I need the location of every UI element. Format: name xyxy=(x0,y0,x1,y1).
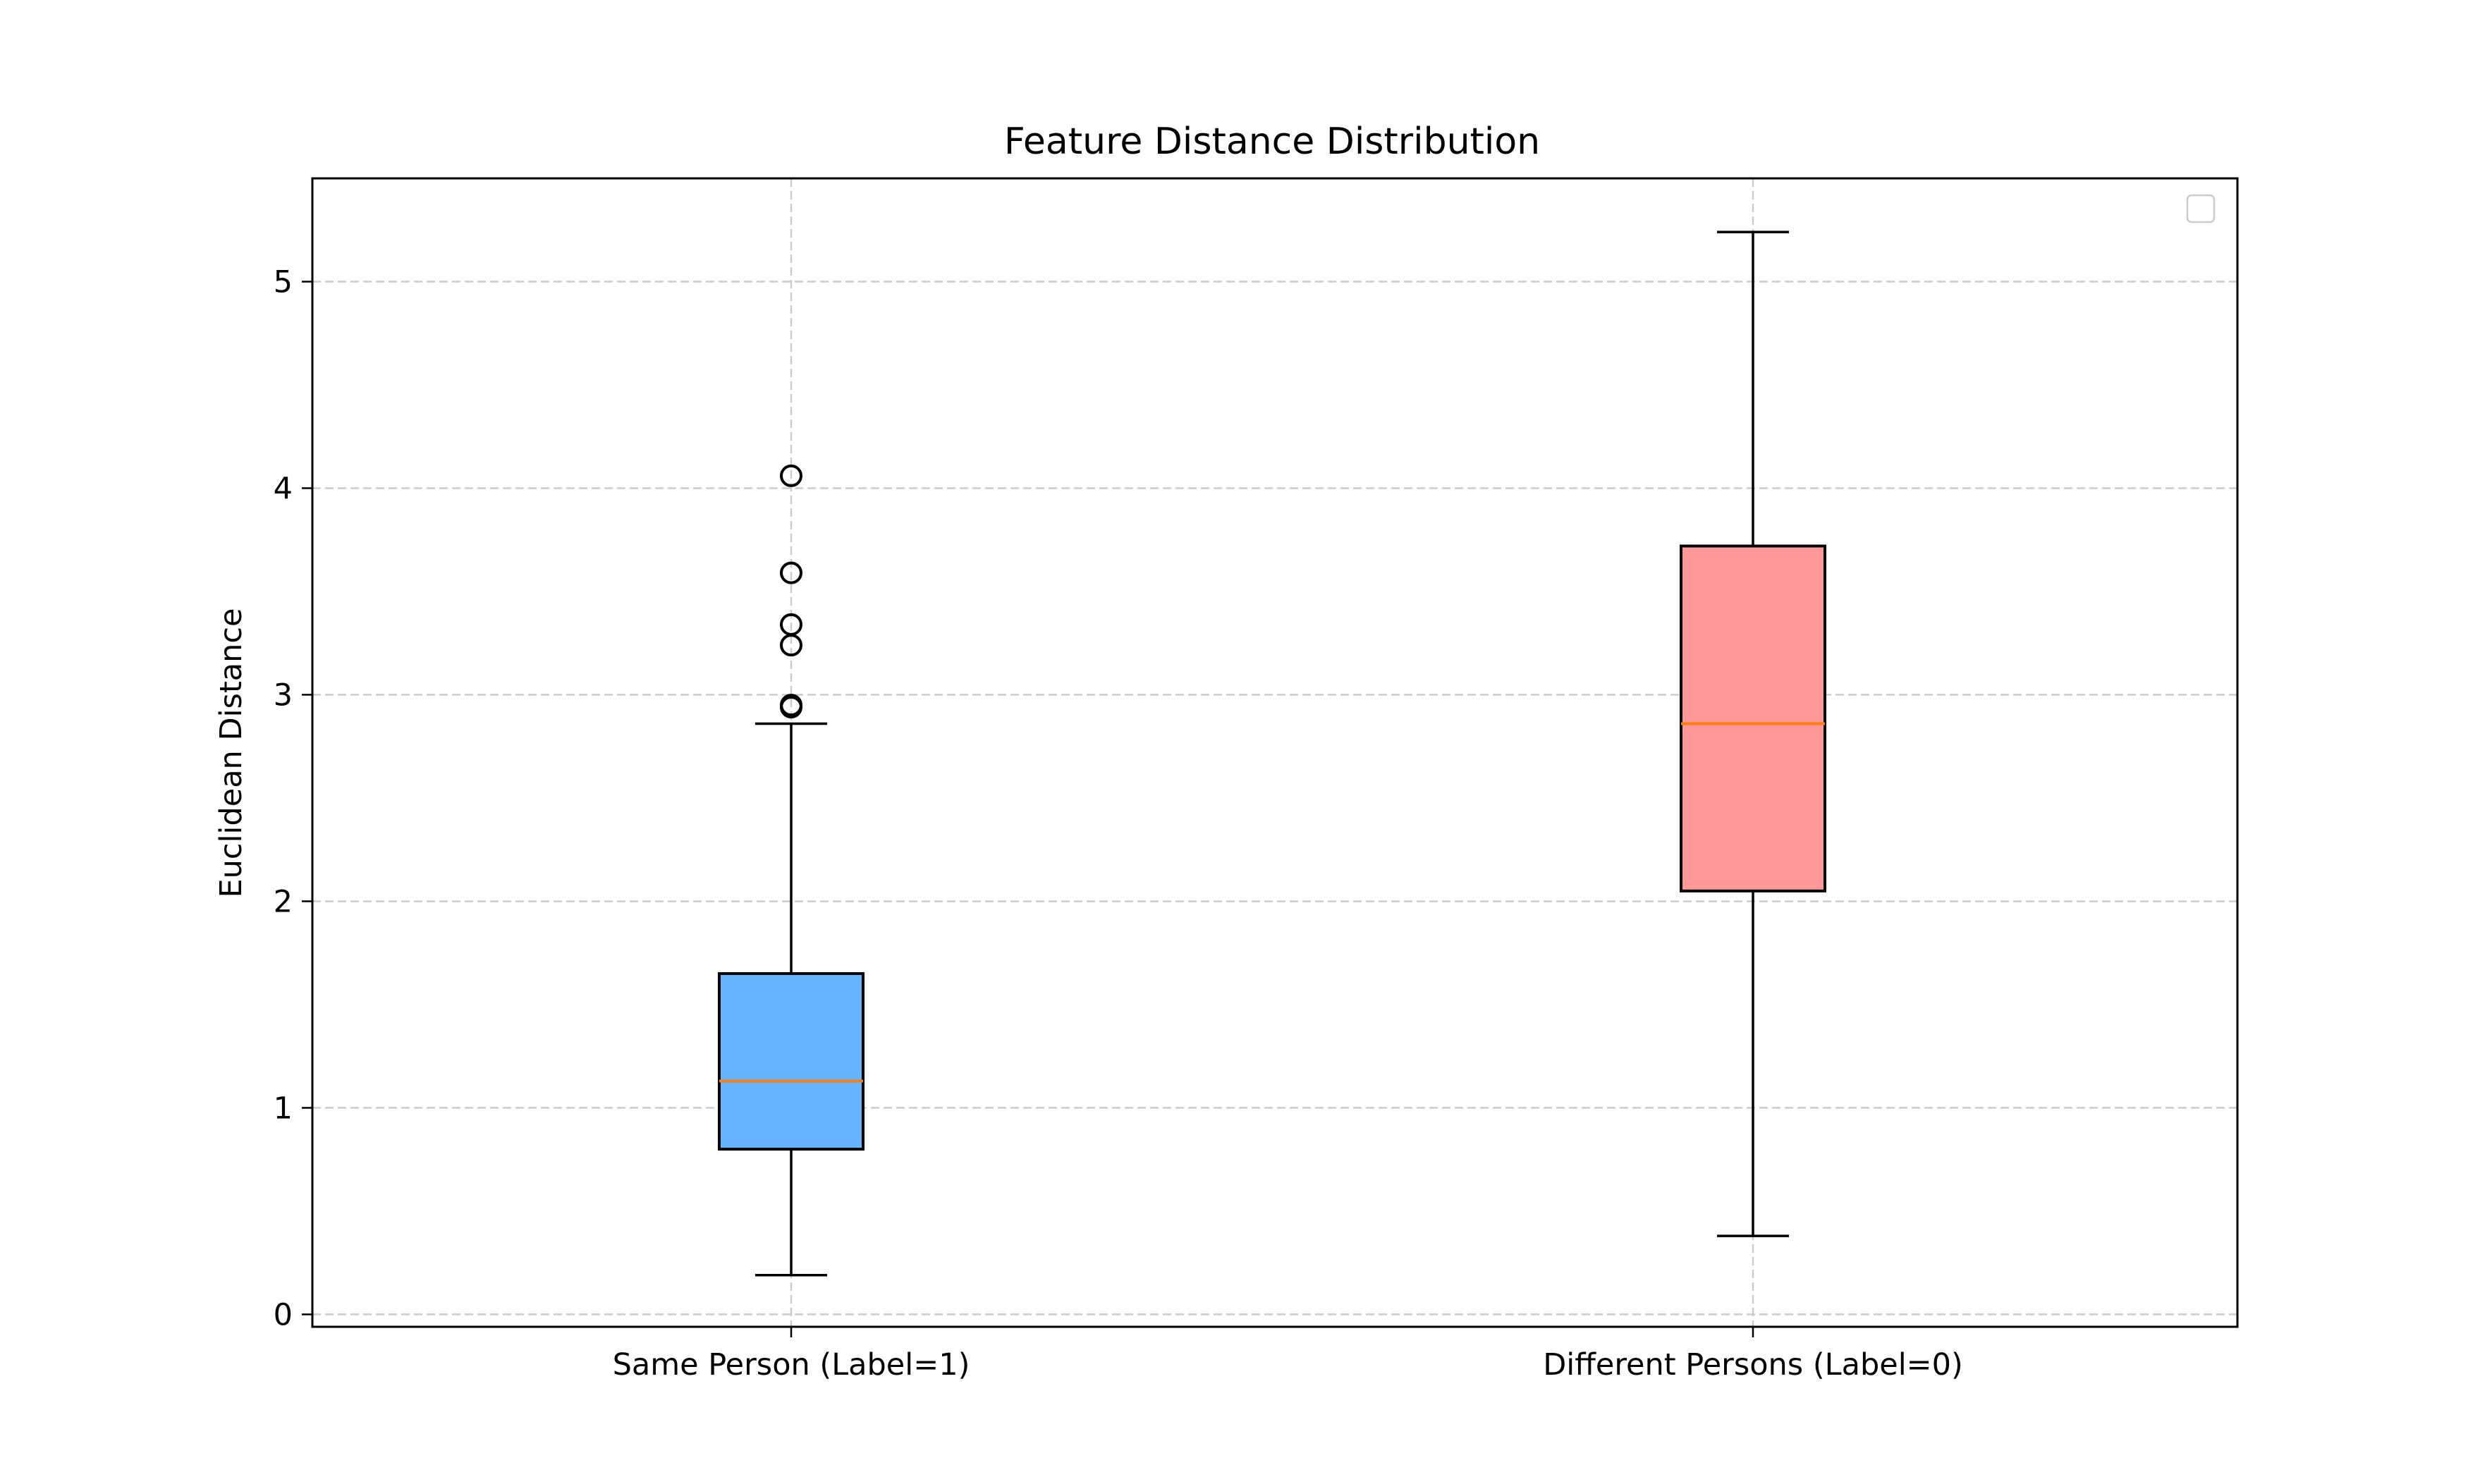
x-tick-label: Different Persons (Label=0) xyxy=(1543,1347,1963,1382)
x-tick-label: Same Person (Label=1) xyxy=(613,1347,970,1382)
y-tick-label: 2 xyxy=(274,884,293,919)
y-tick-label: 3 xyxy=(274,677,293,713)
y-tick-label: 5 xyxy=(274,264,293,300)
outlier-point xyxy=(780,613,802,636)
plot-frame xyxy=(311,177,2239,1328)
box-iqr xyxy=(718,971,865,1151)
outlier-point xyxy=(780,561,802,584)
legend-box xyxy=(2186,194,2216,223)
outlier-point xyxy=(780,694,802,717)
box-iqr xyxy=(1680,544,1826,893)
grid-layer xyxy=(312,178,2237,1327)
y-tick-label: 4 xyxy=(274,471,293,506)
y-axis-label: Euclidean Distance xyxy=(214,608,249,898)
y-tick-label: 1 xyxy=(274,1091,293,1126)
y-tick-label: 0 xyxy=(274,1297,293,1332)
axes-layer: 0 1 2 3 4 5 Same Person (Label=1) Different Per… xyxy=(274,177,2239,1382)
chart-title: Feature Distance Distribution xyxy=(1004,121,1540,163)
data-layer xyxy=(718,231,1826,1277)
outlier-point xyxy=(780,464,802,487)
